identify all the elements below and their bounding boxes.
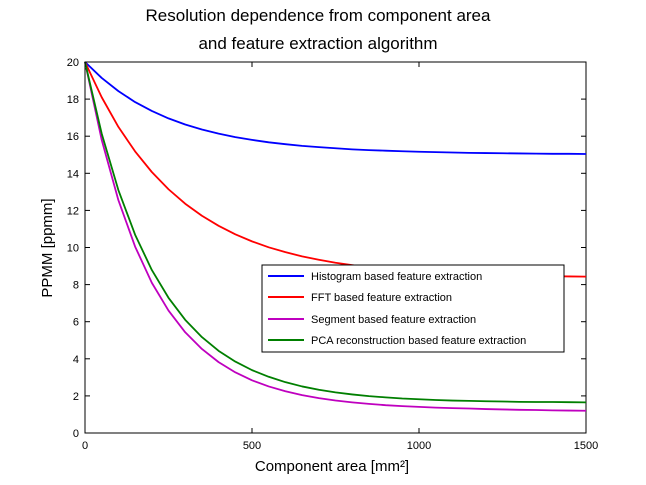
y-tick-label: 16 [67, 131, 79, 143]
y-axis-label: PPMM [ppmm] [39, 198, 56, 297]
legend-label-segment: Segment based feature extraction [311, 314, 476, 326]
series-line-2 [84, 61, 587, 412]
series-line-0 [84, 61, 587, 155]
y-tick-label: 20 [67, 57, 79, 69]
legend-label-fft: FFT based feature extraction [311, 292, 452, 304]
y-tick-label: 6 [73, 317, 79, 329]
y-tick-label: 0 [73, 428, 79, 440]
y-tick-label: 14 [67, 168, 79, 180]
x-tick-label: 1500 [574, 440, 598, 452]
legend: Histogram based feature extraction FFT b… [261, 264, 565, 353]
x-tick-label: 0 [82, 440, 88, 452]
chart-title-line-1: Resolution dependence from component are… [146, 6, 491, 25]
x-tick-label: 1000 [407, 440, 431, 452]
y-tick-label: 10 [67, 243, 79, 255]
x-axis-label: Component area [mm²] [255, 458, 409, 475]
y-tick-label: 12 [67, 205, 79, 217]
tick-layer: 0 500 1000 1500 0 2 4 6 8 10 12 14 16 18 20 [67, 57, 598, 452]
legend-label-histogram: Histogram based feature extraction [311, 271, 482, 283]
y-tick-label: 18 [67, 94, 79, 106]
y-tick-label: 4 [73, 354, 79, 366]
legend-label-pca: PCA reconstruction based feature extract… [311, 335, 526, 347]
y-tick-label: 8 [73, 280, 79, 292]
x-tick-label: 500 [243, 440, 261, 452]
y-tick-label: 2 [73, 391, 79, 403]
legend-box [261, 264, 565, 353]
plot-area [84, 61, 587, 434]
series-line-3 [84, 61, 587, 404]
chart-title-line-2: and feature extraction algorithm [198, 34, 437, 53]
